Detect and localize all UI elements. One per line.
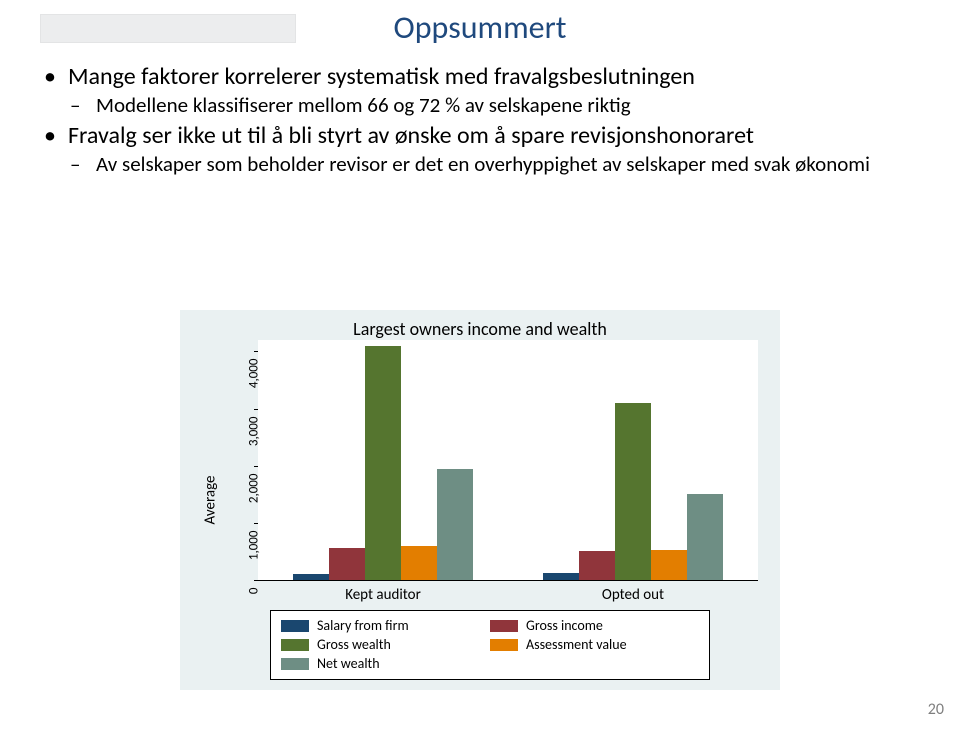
- legend-label: Gross income: [526, 617, 603, 634]
- chart-title: Largest owners income and wealth: [180, 318, 780, 340]
- legend-label: Salary from firm: [317, 617, 409, 634]
- chart-container: Largest owners income and wealth Average…: [180, 310, 780, 690]
- legend-label: Assessment value: [526, 636, 627, 653]
- bar: [615, 403, 651, 580]
- legend-item: Gross wealth: [281, 636, 490, 653]
- bullet-2: Fravalg ser ikke ut til å bli styrt av ø…: [44, 121, 874, 150]
- bar: [401, 546, 437, 580]
- bar: [543, 573, 579, 580]
- y-axis-label: Average: [202, 476, 220, 525]
- bullet-1a: Modellene klassifiserer mellom 66 og 72 …: [44, 93, 874, 119]
- legend-item: Assessment value: [490, 636, 699, 653]
- x-category-label: Opted out: [543, 586, 723, 604]
- page-title: Oppsummert: [0, 8, 960, 47]
- bar: [365, 346, 401, 580]
- bullet-list: Mange faktorer korrelerer systematisk me…: [44, 62, 874, 180]
- y-tick-label: 1,000: [247, 530, 262, 570]
- legend-label: Gross wealth: [317, 636, 391, 653]
- legend-swatch: [281, 620, 309, 632]
- bullet-2a: Av selskaper som beholder revisor er det…: [44, 152, 874, 178]
- legend-item: Net wealth: [281, 655, 490, 672]
- y-tick-label: 3,000: [247, 416, 262, 456]
- legend-swatch: [490, 620, 518, 632]
- bar: [293, 574, 329, 580]
- legend-swatch: [281, 658, 309, 670]
- legend-item: Gross income: [490, 617, 699, 634]
- bar: [437, 469, 473, 580]
- y-tick-label: 2,000: [247, 473, 262, 513]
- chart-plot-area: 01,0002,0003,0004,000Kept auditorOpted o…: [258, 340, 758, 581]
- bar: [651, 550, 687, 580]
- legend-item: Salary from firm: [281, 617, 490, 634]
- page-number: 20: [928, 700, 944, 719]
- bar: [329, 548, 365, 580]
- legend-label: Net wealth: [317, 655, 380, 672]
- x-category-label: Kept auditor: [293, 586, 473, 604]
- chart-legend: Salary from firm Gross income Gross wealth…: [270, 610, 710, 680]
- legend-swatch: [490, 639, 518, 651]
- y-tick-label: 0: [247, 588, 262, 628]
- bullet-1: Mange faktorer korrelerer systematisk me…: [44, 62, 874, 91]
- legend-swatch: [281, 639, 309, 651]
- y-tick-label: 4,000: [247, 359, 262, 399]
- bar: [579, 551, 615, 580]
- bar: [687, 494, 723, 580]
